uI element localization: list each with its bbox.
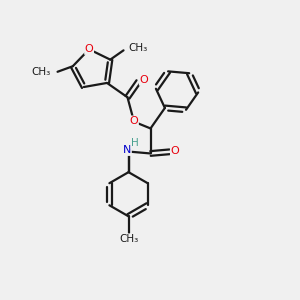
Text: N: N <box>123 146 131 155</box>
Text: CH₃: CH₃ <box>119 234 138 244</box>
Text: O: O <box>140 75 148 85</box>
Text: O: O <box>85 44 94 54</box>
Text: H: H <box>131 138 139 148</box>
Text: O: O <box>130 116 138 126</box>
Text: CH₃: CH₃ <box>32 67 51 77</box>
Text: CH₃: CH₃ <box>129 43 148 53</box>
Text: O: O <box>170 146 179 156</box>
